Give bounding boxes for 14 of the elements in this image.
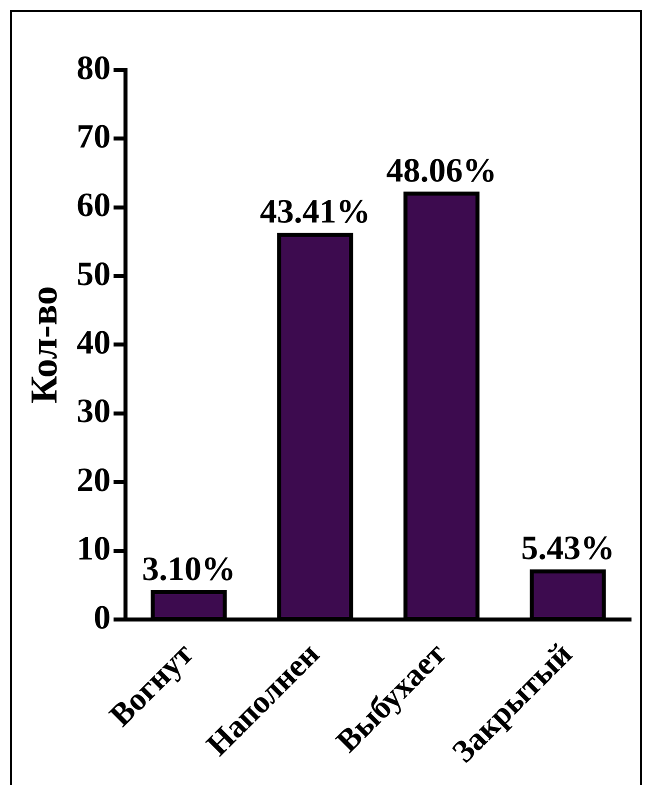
annotation: 48.06% <box>386 152 497 190</box>
annotation: 43.41% <box>260 194 370 231</box>
y-tick-label: 80 <box>76 50 111 87</box>
y-axis-title: Кол-во <box>24 286 66 404</box>
y-tick-label: 60 <box>76 187 111 224</box>
y-tick-label: 30 <box>76 393 111 430</box>
annotation: 3.10% <box>142 550 236 588</box>
y-tick-label: 20 <box>76 462 111 499</box>
annotation: 5.43% <box>521 530 615 568</box>
y-tick-label: 40 <box>76 324 111 362</box>
y-tick-label: 10 <box>76 530 111 568</box>
y-tick-label: 70 <box>76 118 111 156</box>
y-tick-label: 50 <box>76 256 111 293</box>
y-tick-label: 0 <box>94 599 111 636</box>
